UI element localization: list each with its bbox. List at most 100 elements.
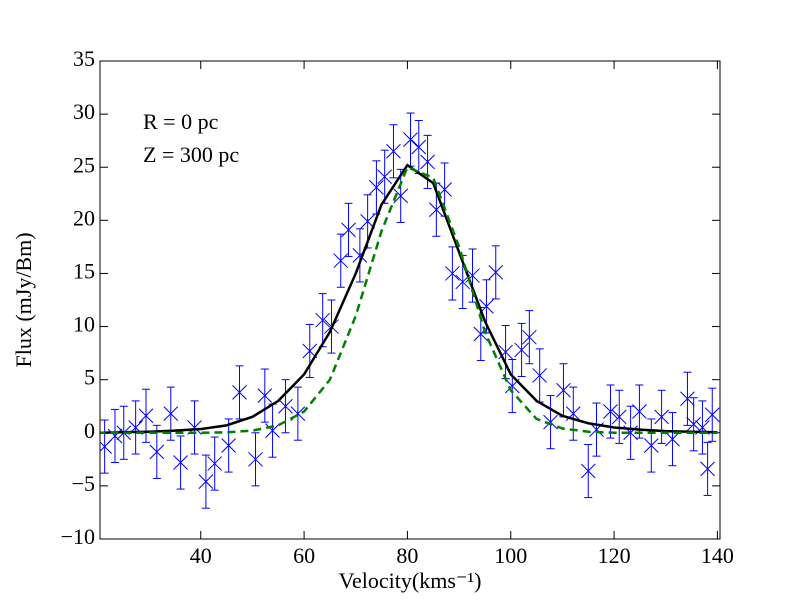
data-point [341, 202, 356, 257]
data-point [686, 397, 702, 452]
data-point [611, 389, 627, 444]
marker [665, 431, 680, 447]
data-point [198, 454, 214, 509]
marker [403, 132, 418, 147]
data-point [665, 412, 680, 467]
y-tick-label: 20 [73, 205, 95, 230]
data-point [302, 323, 318, 379]
data-point [232, 365, 247, 420]
y-tick-label: 25 [73, 152, 95, 177]
marker [556, 382, 571, 398]
data-point [700, 441, 715, 496]
x-tick-label: 60 [293, 543, 315, 568]
y-tick-label: −5 [72, 471, 95, 496]
y-tick-label: 35 [73, 46, 95, 71]
marker [411, 139, 427, 155]
data-point [603, 384, 618, 439]
marker [580, 463, 596, 479]
marker [232, 385, 247, 400]
data-point [543, 395, 558, 450]
marker [643, 438, 659, 453]
data-point [580, 443, 596, 499]
x-tick-label: 140 [701, 543, 734, 568]
data-point [532, 348, 548, 403]
data-point [221, 418, 237, 473]
data-point [149, 424, 165, 479]
marker [377, 169, 393, 185]
data-point [680, 371, 695, 426]
marker [198, 474, 214, 489]
data-point [333, 233, 349, 288]
marker [680, 391, 695, 407]
x-tick-label: 40 [190, 543, 212, 568]
marker [543, 414, 558, 430]
marker [149, 444, 165, 460]
data-point [504, 358, 520, 414]
data-point [138, 388, 154, 443]
data-point [128, 400, 144, 455]
marker [632, 404, 647, 419]
data-point [377, 149, 393, 204]
data-point [207, 436, 223, 491]
y-tick-label: 0 [84, 418, 95, 443]
y-tick-label: 15 [73, 258, 95, 283]
data-point [265, 403, 280, 458]
plot-frame [99, 60, 721, 540]
data-point [488, 245, 504, 300]
marker [532, 368, 548, 383]
marker [265, 423, 280, 439]
data-point [173, 435, 188, 490]
marker [248, 451, 263, 467]
data-point [654, 389, 669, 444]
data-point [290, 386, 306, 441]
data-point [248, 432, 263, 487]
marker [257, 388, 273, 403]
annotation: Z = 300 pc [143, 142, 239, 167]
marker [445, 266, 460, 281]
marker [369, 180, 384, 195]
marker [488, 265, 504, 280]
data-point [556, 363, 571, 418]
data-point [643, 418, 659, 473]
y-axis-label: Flux (mJy/Bm) [11, 232, 36, 367]
data-point [514, 322, 529, 377]
marker [393, 188, 409, 204]
marker [138, 408, 154, 424]
x-axis-label: Velocity(kms⁻¹) [339, 568, 482, 593]
data-point [278, 379, 293, 434]
data-point [315, 293, 331, 348]
x-tick-label: 100 [494, 543, 527, 568]
y-tick-label: 5 [84, 365, 95, 390]
marker [386, 143, 401, 159]
data-point [589, 402, 604, 457]
marker [341, 222, 356, 238]
y-tick-label: 30 [73, 99, 95, 124]
marker [173, 455, 188, 470]
marker [700, 461, 715, 477]
marker [207, 456, 223, 471]
data-point [445, 246, 460, 301]
annotation: R = 0 pc [143, 109, 219, 134]
x-tick-label: 120 [598, 543, 631, 568]
fit-line [100, 165, 718, 435]
marker [514, 342, 529, 358]
data-point [565, 386, 581, 441]
y-tick-label: −10 [61, 524, 95, 549]
marker [704, 407, 720, 423]
data-point [257, 368, 273, 423]
data-point [369, 160, 384, 215]
marker [163, 406, 179, 422]
marker [315, 312, 331, 328]
data-point [521, 310, 537, 365]
y-tick-label: 10 [73, 312, 95, 337]
marker [221, 438, 237, 453]
marker [465, 268, 480, 283]
x-tick-label: 80 [396, 543, 418, 568]
marker [420, 154, 435, 170]
marker [603, 404, 618, 419]
marker [611, 409, 627, 425]
marker [654, 409, 669, 425]
marker [686, 416, 702, 432]
data-point [187, 400, 202, 455]
